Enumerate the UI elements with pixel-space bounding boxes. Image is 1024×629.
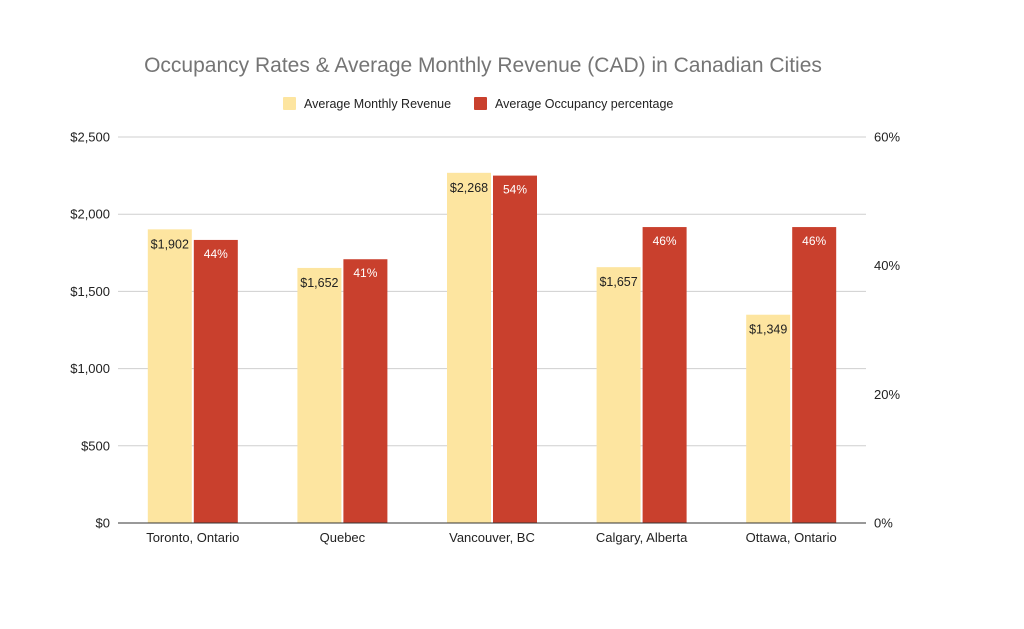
right-axis-tick-label: 20%: [874, 387, 900, 402]
left-y-axis: $0 $500 $1,000 $1,500 $2,000 $2,500: [70, 130, 110, 531]
x-axis-category-label: Calgary, Alberta: [596, 530, 688, 545]
data-label-revenue: $1,902: [151, 237, 189, 251]
bars: [147, 172, 837, 524]
right-axis-tick-label: 40%: [874, 258, 900, 273]
gridlines: [118, 136, 866, 447]
left-axis-tick-label: $2,000: [70, 207, 110, 222]
x-axis-category-label: Ottawa, Ontario: [746, 530, 837, 545]
bar-occupancy: [493, 175, 537, 523]
right-axis-tick-label: 60%: [874, 130, 900, 145]
legend-swatch-occupancy: [474, 97, 487, 110]
left-axis-tick-label: $500: [81, 438, 110, 453]
x-axis-category-label: Quebec: [320, 530, 366, 545]
legend: Average Monthly Revenue Average Occupanc…: [283, 97, 673, 111]
bar-revenue: [596, 267, 641, 523]
data-label-revenue: $1,349: [749, 323, 787, 337]
left-axis-tick-label: $1,500: [70, 284, 110, 299]
data-label-occupancy: 41%: [353, 266, 377, 280]
x-axis-categories: Toronto, Ontario Quebec Vancouver, BC Calga…: [146, 530, 837, 545]
legend-label-revenue: Average Monthly Revenue: [304, 97, 451, 111]
legend-label-occupancy: Average Occupancy percentage: [495, 97, 673, 111]
bar-occupancy: [642, 227, 687, 524]
data-labels: $1,902 44% $1,652 41% $2,268 54% $1,657 46% $1,3…: [151, 181, 827, 337]
right-y-axis: 0% 20% 40% 60%: [874, 130, 900, 531]
data-label-revenue: $1,657: [599, 275, 637, 289]
x-axis-category-label: Toronto, Ontario: [146, 530, 239, 545]
legend-swatch-revenue: [283, 97, 296, 110]
bar-revenue: [297, 267, 342, 523]
bar-revenue: [447, 172, 491, 523]
left-axis-tick-label: $0: [96, 516, 110, 531]
chart-title: Occupancy Rates & Average Monthly Revenu…: [144, 54, 822, 77]
left-axis-tick-label: $2,500: [70, 130, 110, 145]
right-axis-tick-label: 0%: [874, 516, 893, 531]
bar-occupancy: [193, 239, 238, 523]
data-label-occupancy: 46%: [653, 234, 677, 248]
data-label-occupancy: 54%: [503, 183, 527, 197]
bar-occupancy: [792, 227, 837, 524]
bar-revenue: [147, 229, 192, 523]
data-label-occupancy: 44%: [204, 247, 228, 261]
bar-occupancy: [343, 259, 388, 523]
data-label-occupancy: 46%: [802, 234, 826, 248]
left-axis-tick-label: $1,000: [70, 361, 110, 376]
data-label-revenue: $2,268: [450, 181, 488, 195]
x-axis-category-label: Vancouver, BC: [449, 530, 535, 545]
bar-revenue: [746, 314, 791, 523]
data-label-revenue: $1,652: [300, 276, 338, 290]
